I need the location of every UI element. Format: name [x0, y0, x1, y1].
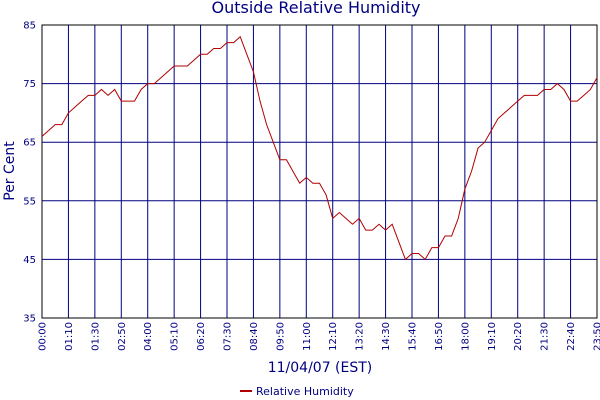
- x-tick-label: 21:30: [540, 322, 551, 351]
- x-tick-label: 13:20: [355, 322, 366, 351]
- x-tick-label: 23:50: [593, 322, 600, 351]
- x-tick-label: 01:10: [64, 322, 75, 351]
- x-tick-label: 20:20: [513, 322, 524, 351]
- x-tick-label: 02:50: [117, 322, 128, 351]
- x-tick-label: 11:00: [302, 322, 313, 351]
- x-tick-label: 14:30: [381, 322, 392, 351]
- x-tick-label: 09:50: [275, 322, 286, 351]
- y-tick-label: 75: [23, 79, 36, 90]
- x-tick-label: 05:10: [170, 322, 181, 351]
- x-tick-label: 00:00: [38, 322, 49, 351]
- x-tick-label: 22:40: [566, 322, 577, 351]
- y-tick-label: 35: [23, 314, 36, 325]
- x-tick-label: 19:10: [487, 322, 498, 351]
- x-tick-label: 08:40: [249, 322, 260, 351]
- x-tick-label: 16:50: [434, 322, 445, 351]
- x-tick-label: 07:30: [223, 322, 234, 351]
- legend-label: Relative Humidity: [256, 385, 354, 398]
- y-axis-label: Per Cent: [2, 141, 18, 201]
- x-tick-label: 15:40: [408, 322, 419, 351]
- x-axis-label: 11/04/07 (EST): [268, 360, 373, 376]
- plot-border: [41, 24, 598, 319]
- plot-area: [41, 24, 598, 319]
- y-tick-label: 85: [23, 21, 36, 32]
- x-tick-label: 18:00: [460, 322, 471, 351]
- chart-title: Outside Relative Humidity: [211, 0, 420, 17]
- y-tick-label: 55: [23, 196, 36, 207]
- y-tick-label: 65: [23, 138, 36, 149]
- x-tick-label: 04:00: [143, 322, 154, 351]
- data-line: [41, 35, 598, 261]
- x-tick-label: 01:30: [90, 322, 101, 351]
- x-tick-label: 12:10: [328, 322, 339, 351]
- x-tick-label: 06:20: [196, 322, 207, 351]
- y-tick-label: 45: [23, 255, 36, 266]
